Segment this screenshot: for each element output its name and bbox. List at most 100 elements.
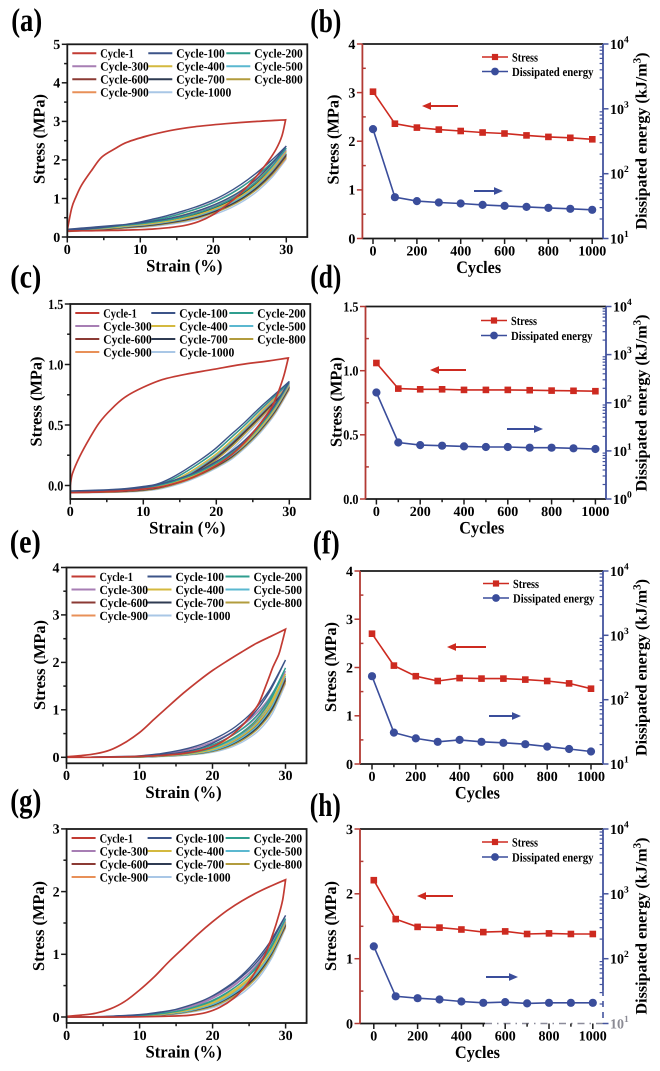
svg-text:Cycle-300: Cycle-300 <box>100 60 149 74</box>
svg-text:4: 4 <box>348 38 355 53</box>
svg-text:Cycles: Cycles <box>455 1042 500 1062</box>
svg-text:Cycle-800: Cycle-800 <box>257 332 306 346</box>
svg-text:Cycle-400: Cycle-400 <box>179 319 228 333</box>
svg-text:800: 800 <box>537 770 558 785</box>
svg-text:Cycle-900: Cycle-900 <box>100 609 149 623</box>
svg-text:Cycle-700: Cycle-700 <box>179 332 228 346</box>
svg-text:1.5: 1.5 <box>343 300 358 315</box>
svg-text:1: 1 <box>346 710 353 725</box>
svg-text:800: 800 <box>538 244 559 259</box>
svg-text:0: 0 <box>63 769 70 784</box>
svg-text:Cycle-900: Cycle-900 <box>100 870 149 884</box>
svg-text:0: 0 <box>346 758 353 773</box>
svg-text:1: 1 <box>53 192 60 207</box>
svg-text:200: 200 <box>407 1029 428 1044</box>
svg-text:800: 800 <box>539 1029 560 1044</box>
svg-text:Cycles: Cycles <box>455 783 500 803</box>
svg-text:Cycle-1000: Cycle-1000 <box>176 609 231 623</box>
svg-text:1.5: 1.5 <box>48 298 63 313</box>
svg-text:(d): (d) <box>310 260 341 296</box>
svg-text:Cycle-600: Cycle-600 <box>100 596 149 610</box>
svg-text:1: 1 <box>348 184 355 199</box>
svg-text:Dissipated energy: Dissipated energy <box>511 329 593 343</box>
svg-text:3: 3 <box>53 609 60 624</box>
svg-text:3: 3 <box>53 823 60 838</box>
svg-text:1: 1 <box>346 953 353 968</box>
svg-text:2: 2 <box>53 656 60 671</box>
svg-text:2: 2 <box>346 888 353 903</box>
svg-text:Cycle-700: Cycle-700 <box>176 596 225 610</box>
svg-text:3: 3 <box>348 86 355 101</box>
svg-text:30: 30 <box>282 505 296 520</box>
svg-text:Dissipated energy (kJ/m3): Dissipated energy (kJ/m3) <box>632 53 651 230</box>
svg-text:Stress (MPa): Stress (MPa) <box>30 620 49 710</box>
svg-text:3: 3 <box>346 823 353 838</box>
svg-text:Cycle-800: Cycle-800 <box>254 857 303 871</box>
svg-text:Stress: Stress <box>511 314 537 328</box>
svg-text:0: 0 <box>64 243 71 258</box>
svg-text:800: 800 <box>541 505 562 520</box>
svg-text:1000: 1000 <box>581 505 609 520</box>
svg-text:Stress: Stress <box>512 835 538 849</box>
svg-text:Cycles: Cycles <box>459 518 504 538</box>
svg-text:Cycle-1000: Cycle-1000 <box>179 345 234 359</box>
svg-text:30: 30 <box>279 1029 293 1044</box>
svg-text:2: 2 <box>348 135 355 150</box>
svg-text:Cycle-200: Cycle-200 <box>254 831 303 845</box>
svg-text:(a): (a) <box>11 3 42 39</box>
svg-text:0: 0 <box>63 1029 70 1044</box>
svg-text:30: 30 <box>279 243 293 258</box>
svg-text:Stress (MPa): Stress (MPa) <box>324 95 343 185</box>
svg-text:0: 0 <box>53 1011 60 1026</box>
svg-text:Strain (%): Strain (%) <box>149 518 225 538</box>
svg-text:Cycle-400: Cycle-400 <box>176 844 225 858</box>
svg-text:1.0: 1.0 <box>48 358 63 373</box>
svg-text:Stress (MPa): Stress (MPa) <box>30 94 49 184</box>
svg-text:(f): (f) <box>313 526 340 562</box>
svg-text:400: 400 <box>454 505 475 520</box>
svg-text:400: 400 <box>449 770 470 785</box>
svg-text:Cycle-1: Cycle-1 <box>100 831 134 845</box>
svg-text:Dissipated energy: Dissipated energy <box>512 850 594 864</box>
svg-text:Cycle-700: Cycle-700 <box>176 857 225 871</box>
svg-text:2: 2 <box>346 661 353 676</box>
svg-text:Cycle-600: Cycle-600 <box>100 73 149 87</box>
svg-text:Cycle-1: Cycle-1 <box>100 570 134 584</box>
svg-text:Cycle-600: Cycle-600 <box>103 332 152 346</box>
svg-text:Cycle-900: Cycle-900 <box>103 345 152 359</box>
svg-text:Cycle-800: Cycle-800 <box>254 596 303 610</box>
svg-text:Cycle-1: Cycle-1 <box>103 306 137 320</box>
svg-text:Cycle-300: Cycle-300 <box>100 844 149 858</box>
svg-text:0: 0 <box>370 1029 377 1044</box>
svg-text:Stress (MPa): Stress (MPa) <box>321 881 340 971</box>
svg-text:Dissipated energy (kJ/m3): Dissipated energy (kJ/m3) <box>632 315 651 492</box>
svg-text:1: 1 <box>53 948 60 963</box>
svg-text:Cycle-500: Cycle-500 <box>257 319 306 333</box>
svg-text:0: 0 <box>370 244 377 259</box>
svg-text:Dissipated energy (kJ/m3): Dissipated energy (kJ/m3) <box>632 838 651 1015</box>
svg-text:10: 10 <box>136 505 150 520</box>
svg-text:Cycle-300: Cycle-300 <box>103 319 152 333</box>
svg-text:2: 2 <box>53 154 60 169</box>
svg-text:Stress (MPa): Stress (MPa) <box>27 357 46 447</box>
svg-text:200: 200 <box>406 244 427 259</box>
svg-text:Stress (MPa): Stress (MPa) <box>327 357 346 447</box>
svg-text:Cycle-100: Cycle-100 <box>176 47 225 61</box>
svg-text:(g): (g) <box>10 784 41 820</box>
svg-text:Cycle-1: Cycle-1 <box>100 47 134 61</box>
svg-text:2: 2 <box>53 885 60 900</box>
svg-text:Cycle-600: Cycle-600 <box>100 857 149 871</box>
svg-text:0.0: 0.0 <box>48 479 63 494</box>
svg-text:Cycle-200: Cycle-200 <box>257 306 306 320</box>
svg-text:Cycle-800: Cycle-800 <box>254 73 302 87</box>
svg-text:1000: 1000 <box>579 1029 607 1044</box>
svg-text:0.5: 0.5 <box>48 419 63 434</box>
svg-text:Stress (MPa): Stress (MPa) <box>321 622 340 712</box>
svg-text:600: 600 <box>495 1029 516 1044</box>
svg-text:1.0: 1.0 <box>343 365 358 380</box>
svg-text:Stress: Stress <box>512 50 538 64</box>
svg-text:Cycle-400: Cycle-400 <box>176 583 225 597</box>
svg-text:200: 200 <box>410 505 431 520</box>
svg-text:1000: 1000 <box>577 770 605 785</box>
svg-text:Stress: Stress <box>513 577 539 591</box>
